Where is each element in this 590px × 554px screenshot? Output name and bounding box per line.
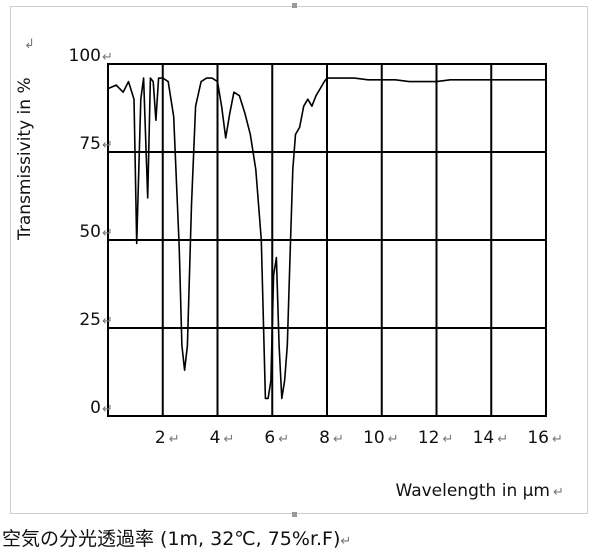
- caption-return-mark: ↵: [340, 534, 352, 549]
- y-tick-return-mark: ↵: [102, 402, 113, 417]
- y-tick-return-mark: ↵: [102, 138, 113, 153]
- y-tick-label: 100: [69, 46, 101, 66]
- x-tick-return-mark: ↵: [388, 432, 399, 447]
- y-tick-label: 25: [79, 310, 101, 330]
- y-axis-label: Transmissivity in %: [15, 77, 35, 241]
- x-tick-return-mark: ↵: [278, 432, 289, 447]
- x-tick-label: 6: [264, 428, 275, 448]
- y-tick-label: 0: [90, 398, 101, 418]
- frame-handle-bottom: [292, 512, 297, 517]
- figure-frame: [10, 6, 588, 514]
- x-tick-return-mark: ↵: [552, 432, 563, 447]
- x-tick-return-mark: ↵: [443, 432, 454, 447]
- x-tick-label: 8: [319, 428, 330, 448]
- figure-caption: 空気の分光透過率 (1m, 32℃, 75%r.F)↵: [2, 524, 351, 551]
- x-tick-label: 10: [363, 428, 385, 448]
- y-tick-return-mark: ↵: [102, 226, 113, 241]
- x-axis-label-return-mark: ↵: [553, 485, 564, 500]
- transmissivity-line: [107, 77, 546, 400]
- figure-caption-text: 空気の分光透過率 (1m, 32℃, 75%r.F): [2, 528, 341, 550]
- x-axis-label: Wavelength in μm: [395, 481, 550, 501]
- x-tick-label: 12: [418, 428, 440, 448]
- y-tick-label: 50: [79, 222, 101, 242]
- x-tick-return-mark: ↵: [497, 432, 508, 447]
- x-tick-label: 14: [473, 428, 495, 448]
- transmissivity-chart: 2 ↵ 4 ↵ 6 ↵ 8 ↵ 10 ↵ 12 ↵ 14 ↵ 16 ↵0 ↵25 ↵50 ↵75 ↵100 ↵ Tran…: [15, 37, 564, 501]
- x-tick-return-mark: ↵: [333, 432, 344, 447]
- frame-handle-top: [292, 3, 297, 8]
- y-tick-label: 75: [79, 134, 101, 154]
- y-axis-label-return-mark: ↲: [24, 37, 35, 52]
- chart-grid: [107, 63, 547, 417]
- x-tick-label: 4: [210, 428, 221, 448]
- y-tick-return-mark: ↵: [102, 314, 113, 329]
- x-tick-return-mark: ↵: [169, 432, 180, 447]
- y-tick-return-mark: ↵: [102, 50, 113, 65]
- x-tick-label: 16: [527, 428, 549, 448]
- x-tick-label: 2: [155, 428, 166, 448]
- chart-tick-labels: 2 ↵ 4 ↵ 6 ↵ 8 ↵ 10 ↵ 12 ↵ 14 ↵ 16 ↵0 ↵25 ↵50 ↵75 ↵100 ↵: [69, 46, 563, 448]
- chart-series: [107, 77, 546, 400]
- x-tick-return-mark: ↵: [224, 432, 235, 447]
